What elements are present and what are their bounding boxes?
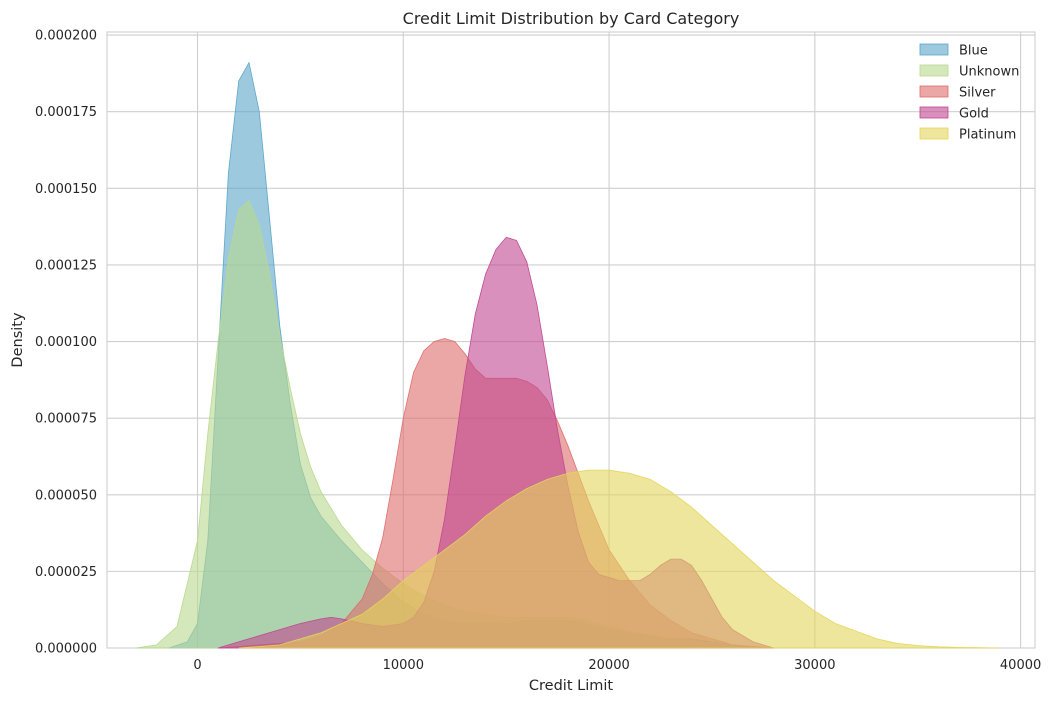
y-tick-label: 0.000075 <box>35 412 97 427</box>
axis-ticks: 0 10000 20000 30000 40000 0.000000 0.000025 0.0… <box>35 29 1041 673</box>
y-tick-label: 0.000050 <box>35 488 97 503</box>
legend-swatch-platinum <box>919 127 949 140</box>
legend-label-platinum: Platinum <box>959 128 1016 143</box>
y-tick-label: 0.000175 <box>35 105 97 120</box>
legend-swatch-blue <box>919 43 949 56</box>
legend-label-unknown: Unknown <box>959 65 1019 80</box>
y-tick-label: 0.000100 <box>35 335 97 350</box>
legend-label-gold: Gold <box>959 107 989 122</box>
y-tick-label: 0.000150 <box>35 182 97 197</box>
x-tick-label: 0 <box>193 658 201 673</box>
legend-label-blue: Blue <box>959 44 988 59</box>
x-axis-label: Credit Limit <box>529 678 613 694</box>
density-areas <box>135 61 1001 649</box>
legend-swatch-unknown <box>919 64 949 77</box>
x-tick-label: 40000 <box>1000 658 1041 673</box>
legend-swatch-gold <box>919 106 949 119</box>
x-tick-label: 20000 <box>588 658 629 673</box>
y-tick-label: 0.000025 <box>35 565 97 580</box>
x-tick-label: 30000 <box>794 658 835 673</box>
chart-title: Credit Limit Distribution by Card Catego… <box>403 9 740 28</box>
y-axis-label: Density <box>10 312 26 368</box>
legend-swatch-silver <box>919 85 949 98</box>
legend-label-silver: Silver <box>959 86 996 101</box>
y-tick-label: 0.000000 <box>35 642 97 657</box>
x-tick-label: 10000 <box>383 658 424 673</box>
density-area-platinum <box>238 469 1001 649</box>
y-tick-label: 0.000125 <box>35 258 97 273</box>
y-tick-label: 0.000200 <box>35 29 97 44</box>
legend: Blue Unknown Silver Gold Platinum <box>919 43 1019 143</box>
